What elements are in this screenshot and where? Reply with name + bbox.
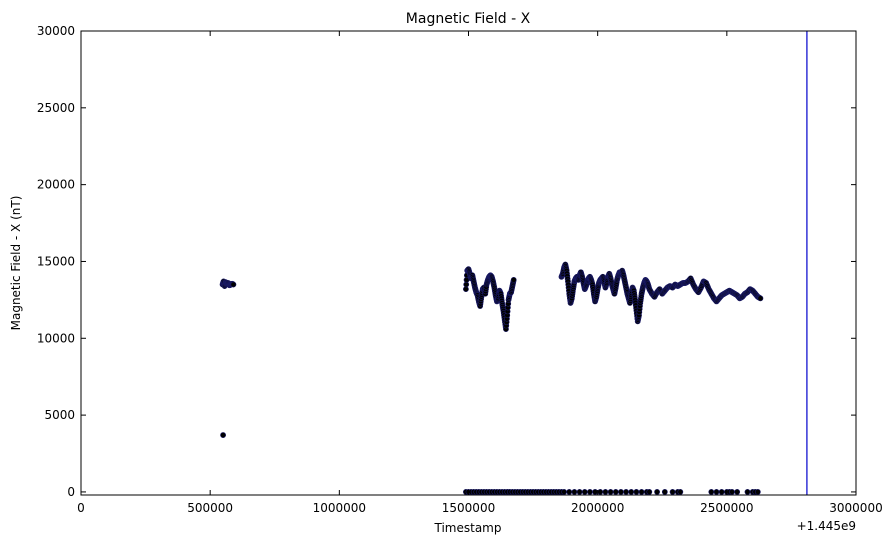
- y-tick-label: 20000: [37, 178, 75, 192]
- y-tick-label: 15000: [37, 254, 75, 268]
- data-point: [576, 489, 583, 495]
- x-tick-label: 2500000: [700, 501, 753, 515]
- x-tick-label: 0: [77, 501, 85, 515]
- data-point: [612, 489, 619, 495]
- data-point: [654, 489, 660, 495]
- data-point: [220, 432, 226, 438]
- data-point: [607, 489, 614, 495]
- y-axis-ticks: 0 5000 10000 15000 20000 25000 30000: [37, 24, 856, 499]
- y-tick-label: 30000: [37, 24, 75, 38]
- chart-title: Magnetic Field - X: [406, 11, 531, 27]
- data-point: [646, 489, 653, 495]
- x-tick-label: 2000000: [571, 501, 624, 515]
- y-tick-label: 5000: [44, 408, 75, 422]
- data-point: [510, 277, 517, 283]
- data-point: [602, 489, 609, 495]
- data-point: [587, 489, 593, 495]
- x-tick-label: 3000000: [829, 501, 882, 515]
- x-tick-label: 500000: [187, 501, 233, 515]
- x-axis-label: Timestamp: [434, 521, 502, 535]
- data-point: [754, 489, 761, 495]
- plot-frame: [80, 30, 857, 496]
- data-point: [592, 489, 598, 495]
- data-point: [230, 281, 237, 288]
- data-points: [219, 261, 764, 495]
- data-point: [757, 295, 764, 302]
- data-point: [669, 489, 676, 495]
- data-point: [638, 489, 645, 495]
- data-point: [566, 489, 573, 495]
- data-point: [581, 489, 588, 495]
- data-point: [623, 489, 629, 495]
- x-tick-label: 1000000: [313, 501, 366, 515]
- data-point: [713, 489, 720, 495]
- data-point: [744, 489, 751, 495]
- data-point: [661, 489, 668, 495]
- data-point: [628, 489, 635, 495]
- y-tick-label: 25000: [37, 101, 75, 115]
- data-point: [718, 489, 725, 495]
- data-point: [633, 489, 640, 495]
- data-point: [734, 489, 741, 495]
- data-point: [677, 489, 684, 495]
- data-point: [571, 489, 578, 495]
- y-tick-label: 0: [67, 485, 75, 499]
- data-point: [561, 489, 567, 495]
- x-tick-label: 1500000: [442, 501, 495, 515]
- x-offset-label: +1.445e9: [797, 519, 856, 533]
- y-axis-label: Magnetic Field - X (nT): [9, 196, 23, 331]
- x-axis-ticks: 0 500000 1000000 1500000 2000000 2500000 30000…: [77, 31, 883, 515]
- data-point: [597, 489, 604, 495]
- data-point: [708, 489, 715, 495]
- data-point: [618, 489, 624, 495]
- data-point: [729, 489, 735, 495]
- y-tick-label: 10000: [37, 331, 75, 345]
